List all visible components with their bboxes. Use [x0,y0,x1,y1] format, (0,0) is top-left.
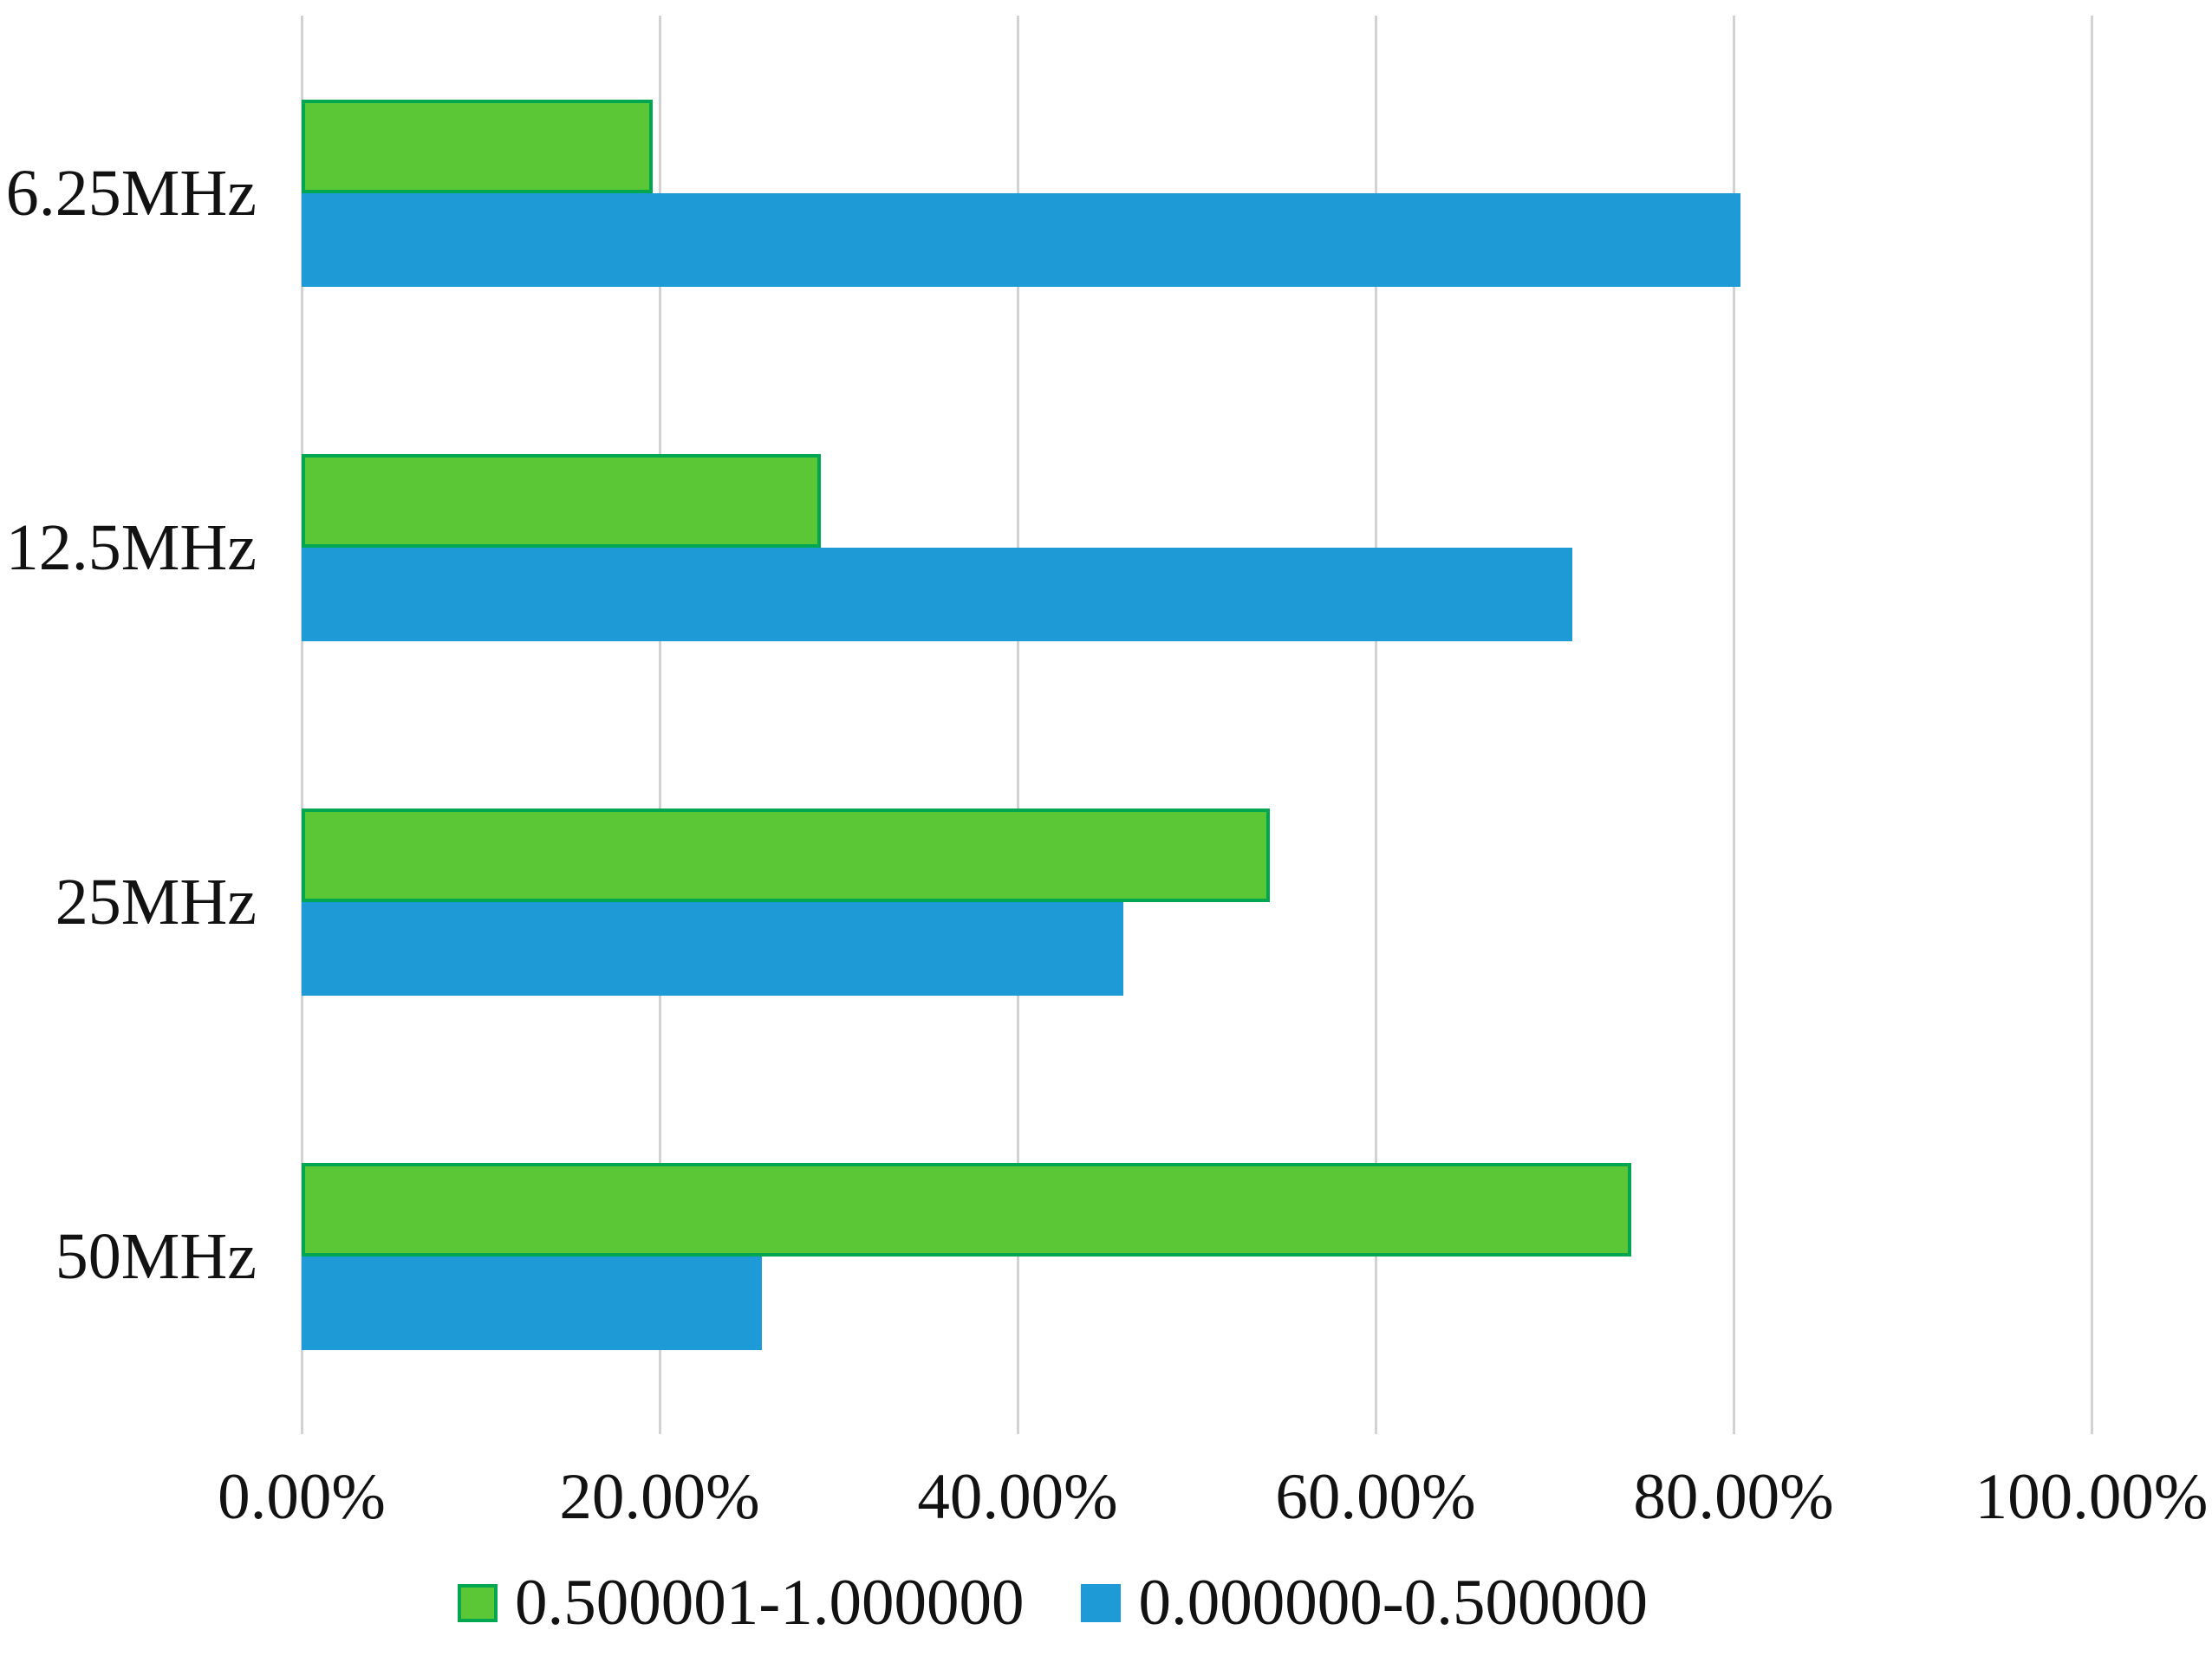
bar-6.25MHz-series-0 [302,99,653,193]
legend-swatch-green [458,1583,498,1622]
bar-50MHz-series-1 [302,1257,762,1351]
legend-swatch-blue [1081,1583,1122,1622]
x-tick-label: 80.00% [1633,1461,1834,1533]
bar-12.5MHz-series-1 [302,547,1573,641]
gridline-40.00% [1016,16,1019,1434]
bar-12.5MHz-series-0 [302,453,821,548]
bar-6.25MHz-series-1 [302,192,1741,287]
bar-25MHz-series-1 [302,902,1123,997]
x-tick-label: 60.00% [1275,1461,1476,1533]
gridline-80.00% [1732,16,1735,1434]
gridline-0.00% [300,16,303,1434]
x-tick-label: 40.00% [917,1461,1118,1533]
legend-label-upper-range: 0.500001-1.000000 [515,1567,1025,1639]
gridline-60.00% [1374,16,1377,1434]
legend: 0.500001-1.000000 0.000000-0.500000 [458,1570,1648,1635]
y-category-label: 12.5MHz [5,510,257,584]
x-tick-label: 20.00% [559,1461,760,1533]
gridline-20.00% [658,16,661,1434]
x-tick-label: 0.00% [218,1461,386,1533]
y-category-label: 6.25MHz [5,156,257,230]
gridline-100.00% [2090,16,2093,1434]
y-category-label: 25MHz [55,866,257,939]
x-tick-label: 100.00% [1975,1461,2209,1533]
bar-50MHz-series-0 [302,1163,1632,1257]
legend-item-lower-range: 0.000000-0.500000 [1081,1567,1648,1639]
y-category-label: 50MHz [55,1220,257,1294]
legend-label-lower-range: 0.000000-0.500000 [1138,1567,1648,1639]
legend-item-upper-range: 0.500001-1.000000 [458,1570,1024,1635]
bar-25MHz-series-0 [302,809,1271,903]
